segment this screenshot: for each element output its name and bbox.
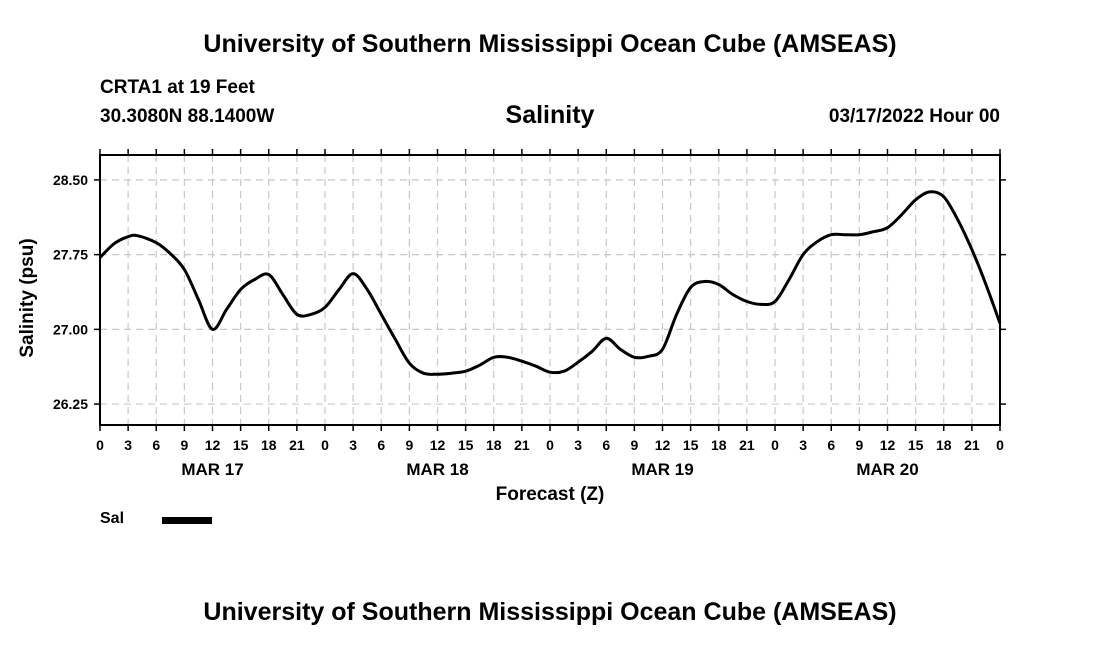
x-tick-label: 9 bbox=[180, 437, 188, 453]
x-tick-label: 12 bbox=[430, 437, 446, 453]
x-tick-label: 21 bbox=[964, 437, 980, 453]
chart-title: Salinity bbox=[505, 101, 595, 129]
x-axis-label: Forecast (Z) bbox=[496, 484, 605, 505]
main-title: University of Southern Mississippi Ocean… bbox=[203, 30, 897, 58]
date-label: MAR 18 bbox=[406, 460, 468, 479]
x-tick-label: 18 bbox=[486, 437, 502, 453]
x-tick-label: 21 bbox=[514, 437, 530, 453]
x-tick-label: 12 bbox=[880, 437, 896, 453]
grid-lines bbox=[100, 155, 1000, 425]
date-label: MAR 20 bbox=[856, 460, 918, 479]
legend-swatch bbox=[162, 517, 212, 524]
x-tick-label: 21 bbox=[739, 437, 755, 453]
y-axis-label: Salinity (psu) bbox=[17, 238, 38, 357]
x-tick-label: 12 bbox=[655, 437, 671, 453]
x-tick-label: 3 bbox=[349, 437, 357, 453]
x-tick-label: 15 bbox=[683, 437, 699, 453]
x-tick-label: 15 bbox=[233, 437, 249, 453]
series-line-sal bbox=[98, 190, 1002, 376]
x-tick-label: 9 bbox=[855, 437, 863, 453]
y-tick-label: 27.75 bbox=[53, 247, 88, 263]
coordinates-label: 30.3080N 88.1400W bbox=[100, 106, 275, 127]
x-tick-labels: 0 3 6 9 12 15 18 21 0 3 6 9 12 15 18 21 0 3 6 9 12 15 18 21 0 3 6 9… bbox=[96, 437, 1004, 453]
x-tick-label: 15 bbox=[458, 437, 474, 453]
x-tick-label: 0 bbox=[546, 437, 554, 453]
x-tick-label: 12 bbox=[205, 437, 221, 453]
x-tick-label: 0 bbox=[996, 437, 1004, 453]
x-tick-label: 6 bbox=[377, 437, 385, 453]
legend-label: Sal bbox=[100, 510, 125, 527]
x-tick-label: 18 bbox=[711, 437, 727, 453]
x-tick-label: 0 bbox=[321, 437, 329, 453]
series-group bbox=[98, 190, 1002, 376]
y-tick-labels: 26.25 27.00 27.75 28.50 bbox=[53, 172, 88, 412]
x-tick-label: 0 bbox=[96, 437, 104, 453]
x-tick-label: 6 bbox=[827, 437, 835, 453]
date-labels: MAR 17 MAR 18 MAR 19 MAR 20 bbox=[181, 460, 918, 479]
date-label: MAR 19 bbox=[631, 460, 693, 479]
plot-frame bbox=[99, 154, 1001, 426]
x-tick-label: 6 bbox=[152, 437, 160, 453]
y-tick-label: 28.50 bbox=[53, 172, 88, 188]
footer-title: University of Southern Mississippi Ocean… bbox=[203, 598, 897, 626]
station-label: CRTA1 at 19 Feet bbox=[100, 77, 255, 98]
x-tick-label: 15 bbox=[908, 437, 924, 453]
x-tick-label: 3 bbox=[124, 437, 132, 453]
x-tick-label: 18 bbox=[936, 437, 952, 453]
x-tick-label: 9 bbox=[405, 437, 413, 453]
x-tick-label: 3 bbox=[574, 437, 582, 453]
x-tick-label: 21 bbox=[289, 437, 305, 453]
forecast-datestamp: 03/17/2022 Hour 00 bbox=[828, 106, 1000, 127]
x-tick-label: 9 bbox=[630, 437, 638, 453]
y-tick-label: 26.25 bbox=[53, 396, 88, 412]
x-tick-label: 6 bbox=[602, 437, 610, 453]
date-label: MAR 17 bbox=[181, 460, 243, 479]
x-tick-label: 0 bbox=[771, 437, 779, 453]
x-tick-label: 18 bbox=[261, 437, 277, 453]
x-tick-label: 3 bbox=[799, 437, 807, 453]
y-tick-label: 27.00 bbox=[53, 321, 88, 337]
